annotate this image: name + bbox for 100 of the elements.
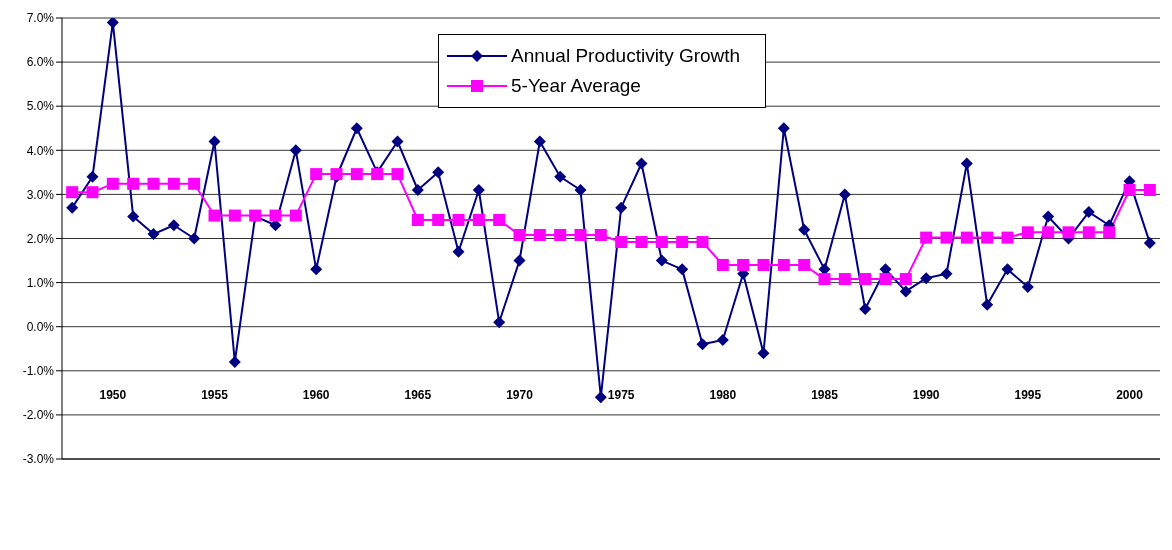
- point: [86, 186, 99, 199]
- y-tick-label: 6.0%: [26, 55, 55, 70]
- point: [493, 316, 506, 329]
- point: [798, 258, 811, 271]
- point: [757, 258, 770, 271]
- point: [940, 231, 953, 244]
- point: [859, 273, 872, 286]
- x-tick-label: 1965: [404, 388, 432, 403]
- point: [289, 144, 302, 157]
- point: [960, 157, 973, 170]
- point: [391, 135, 404, 148]
- point: [391, 168, 404, 181]
- point: [574, 228, 587, 241]
- point: [289, 209, 302, 222]
- point: [411, 183, 424, 196]
- point: [716, 333, 729, 346]
- x-tick-label: 1950: [99, 388, 127, 403]
- point: [676, 236, 689, 249]
- point: [513, 254, 526, 267]
- y-tick-label: -2.0%: [22, 408, 55, 423]
- point: [310, 168, 323, 181]
- point: [818, 273, 831, 286]
- point: [533, 135, 546, 148]
- point: [208, 135, 221, 148]
- x-tick-label: 2000: [1116, 388, 1144, 403]
- point: [533, 228, 546, 241]
- point: [554, 228, 567, 241]
- x-tick-label: 1970: [506, 388, 534, 403]
- point: [1103, 226, 1116, 239]
- point: [920, 231, 933, 244]
- point: [676, 263, 689, 276]
- point: [411, 213, 424, 226]
- x-tick-label: 1995: [1014, 388, 1042, 403]
- point: [594, 228, 607, 241]
- point: [594, 391, 607, 404]
- point: [350, 122, 363, 135]
- legend-label: Annual Productivity Growth: [511, 45, 741, 67]
- legend-label: 5-Year Average: [511, 75, 641, 97]
- point: [635, 236, 648, 249]
- point: [655, 236, 668, 249]
- point: [1143, 236, 1156, 249]
- y-tick-label: 7.0%: [26, 11, 55, 26]
- y-tick-label: 1.0%: [26, 275, 55, 290]
- point: [859, 303, 872, 316]
- point: [310, 263, 323, 276]
- point: [86, 170, 99, 183]
- x-tick-label: 1980: [709, 388, 737, 403]
- point: [66, 201, 79, 214]
- point: [167, 219, 180, 232]
- point: [615, 236, 628, 249]
- point: [147, 228, 160, 241]
- y-tick-label: 5.0%: [26, 99, 55, 114]
- point: [127, 177, 140, 190]
- x-tick-label: 1990: [912, 388, 940, 403]
- point: [1143, 183, 1156, 196]
- point: [66, 186, 79, 199]
- point: [513, 228, 526, 241]
- point: [106, 177, 119, 190]
- x-tick-label: 1955: [201, 388, 229, 403]
- point: [696, 236, 709, 249]
- point: [879, 273, 892, 286]
- point: [899, 273, 912, 286]
- point: [1042, 226, 1055, 239]
- point: [127, 210, 140, 223]
- y-tick-label: 3.0%: [26, 187, 55, 202]
- point: [635, 157, 648, 170]
- point: [777, 258, 790, 271]
- point: [493, 213, 506, 226]
- y-tick-label: 0.0%: [26, 319, 55, 334]
- point: [208, 209, 221, 222]
- point: [1001, 231, 1014, 244]
- point: [554, 170, 567, 183]
- point: [838, 188, 851, 201]
- point: [899, 285, 912, 298]
- y-tick-label: 4.0%: [26, 143, 55, 158]
- point: [1062, 226, 1075, 239]
- point: [574, 183, 587, 196]
- point: [615, 201, 628, 214]
- point: [188, 232, 201, 245]
- point: [757, 347, 770, 360]
- point: [960, 231, 973, 244]
- point: [716, 258, 729, 271]
- point: [452, 245, 465, 258]
- x-tick-label: 1975: [607, 388, 635, 403]
- point: [1021, 226, 1034, 239]
- point: [228, 209, 241, 222]
- point: [798, 223, 811, 236]
- point: [452, 213, 465, 226]
- point: [1123, 183, 1136, 196]
- point: [269, 209, 282, 222]
- point: [147, 177, 160, 190]
- point: [350, 168, 363, 181]
- point: [1042, 210, 1055, 223]
- point: [1001, 263, 1014, 276]
- point: [920, 272, 933, 285]
- y-tick-label: -3.0%: [22, 452, 55, 467]
- point: [696, 338, 709, 351]
- point: [472, 213, 485, 226]
- point: [981, 298, 994, 311]
- point: [655, 254, 668, 267]
